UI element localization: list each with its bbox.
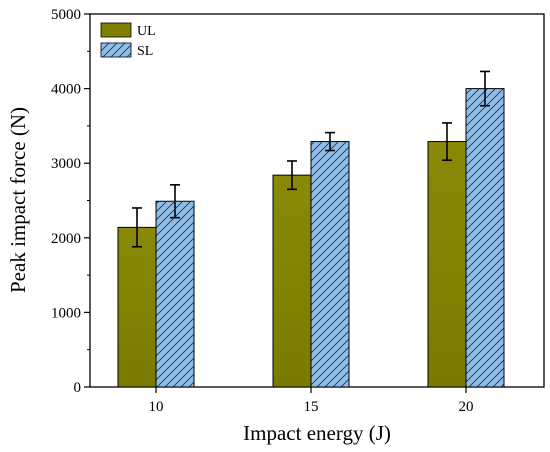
bar-sl-10	[155, 200, 195, 388]
legend-swatch-sl	[100, 42, 132, 58]
legend: UL SL	[100, 22, 156, 59]
error-bar-ul-15	[287, 160, 297, 191]
x-tick-label-15: 15	[304, 399, 319, 415]
error-bar-sl-15	[325, 131, 335, 152]
y-tick-label-2000: 2000	[51, 231, 81, 247]
x-axis-title: Impact energy (J)	[243, 421, 391, 445]
y-tick-label-5000: 5000	[51, 7, 81, 23]
legend-label-sl: SL	[137, 44, 153, 59]
y-tick-label-1000: 1000	[51, 305, 81, 321]
error-bar-ul-20	[442, 122, 452, 162]
bar-sl-20	[465, 88, 505, 388]
y-tick-label-0: 0	[74, 380, 82, 396]
y-tick-label-3000: 3000	[51, 156, 81, 172]
bar-ul-15	[272, 174, 312, 388]
bar-sl-15	[310, 141, 350, 388]
bars-layer	[117, 88, 505, 388]
y-tick-label-4000: 4000	[51, 82, 81, 98]
error-bar-ul-10	[132, 207, 142, 248]
legend-swatch-ul	[100, 22, 132, 38]
axes-layer: 10 15 20 0 1000 2000 3000 4000 5000	[51, 7, 474, 415]
legend-label-ul: UL	[137, 24, 156, 39]
x-tick-label-20: 20	[459, 399, 474, 415]
bar-ul-20	[427, 141, 467, 388]
bar-ul-10	[117, 226, 157, 388]
error-bar-sl-20	[480, 70, 490, 107]
error-bar-sl-10	[170, 184, 180, 219]
error-bars-layer	[132, 70, 490, 248]
x-tick-label-10: 10	[149, 399, 164, 415]
y-axis-title: Peak impact force (N)	[6, 107, 30, 293]
